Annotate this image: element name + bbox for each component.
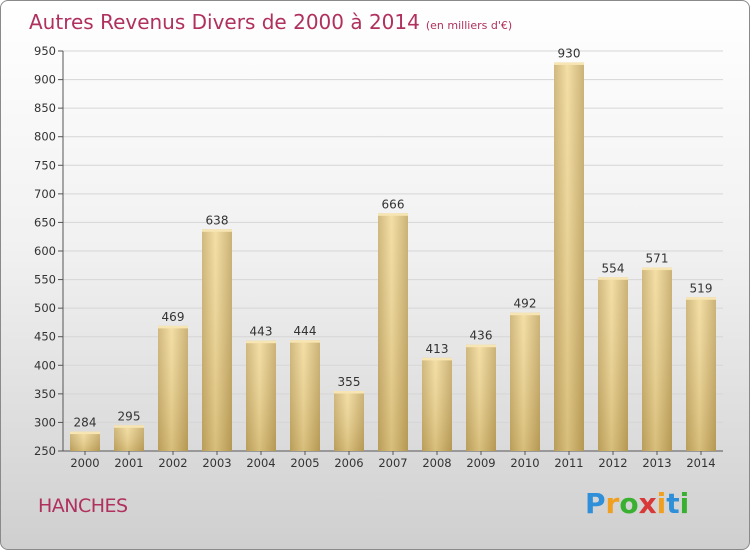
- bar-top: [70, 431, 100, 435]
- x-tick-label: 2008: [422, 456, 451, 470]
- bar-top: [466, 344, 496, 348]
- bar-top: [158, 325, 188, 329]
- data-label: 554: [602, 261, 625, 275]
- x-tick-label: 2012: [598, 456, 627, 470]
- x-tick-label: 2003: [202, 456, 231, 470]
- y-tick-label: 400: [34, 358, 56, 372]
- bar-shade: [554, 62, 584, 452]
- bar-top: [686, 297, 716, 300]
- bar-shade: [510, 312, 540, 451]
- data-label: 666: [382, 197, 405, 211]
- data-label: 930: [558, 46, 581, 60]
- data-label: 571: [646, 252, 669, 266]
- bar-top: [378, 213, 408, 216]
- logo-letter: i: [679, 487, 690, 520]
- data-labels: 284 295 469 638 443 444 355 666 413 436 492 930 554 5…: [74, 46, 713, 429]
- x-tick-label: 2005: [290, 456, 319, 470]
- data-label: 638: [206, 213, 229, 227]
- x-tick-label: 2000: [70, 456, 99, 470]
- bar-top: [598, 277, 628, 280]
- y-tick-label: 750: [34, 158, 56, 172]
- data-label: 519: [690, 281, 713, 295]
- y-tick-label: 600: [34, 244, 56, 258]
- bar-top: [422, 357, 452, 361]
- y-tick-label: 350: [34, 387, 56, 401]
- commune-name: HANCHES: [38, 495, 128, 517]
- y-tick-label: 700: [34, 187, 56, 201]
- bar-shade: [466, 344, 496, 451]
- x-tick-label: 2009: [466, 456, 495, 470]
- data-label: 413: [426, 342, 449, 356]
- bar-top: [642, 267, 672, 271]
- x-tick-label: 2004: [246, 456, 275, 470]
- bar-shade: [290, 340, 320, 451]
- data-label: 443: [250, 325, 273, 339]
- bar-shade: [246, 340, 276, 451]
- bar-top: [202, 229, 232, 232]
- bar-shade: [422, 357, 452, 451]
- y-tick-label: 550: [34, 273, 56, 287]
- data-label: 295: [118, 409, 141, 423]
- bar-shade: [598, 277, 628, 451]
- x-tick-label: 2001: [114, 456, 143, 470]
- y-tick-label: 650: [34, 215, 56, 229]
- logo-letter: o: [619, 487, 639, 520]
- data-label: 444: [294, 324, 317, 338]
- bar-shade: [686, 297, 716, 451]
- proxiti-logo[interactable]: Proxiti: [585, 487, 689, 520]
- logo-letter: t: [666, 487, 680, 520]
- chart-title-block: Autres Revenus Divers de 2000 à 2014 (en …: [29, 10, 512, 34]
- bar-shade: [378, 213, 408, 451]
- bar-top: [114, 425, 144, 428]
- x-tick-label: 2013: [642, 456, 671, 470]
- bar-top: [554, 62, 584, 65]
- bar-shade: [70, 431, 100, 451]
- logo-letter: x: [638, 487, 657, 520]
- chart-title: Autres Revenus Divers de 2000 à 2014: [29, 10, 420, 34]
- y-tick-label: 950: [34, 44, 56, 58]
- data-label: 469: [162, 310, 185, 324]
- logo-letter: r: [605, 487, 620, 520]
- y-tick-label: 800: [34, 130, 56, 144]
- data-label: 492: [514, 297, 537, 311]
- logo-letter: P: [585, 487, 606, 520]
- bar-top: [246, 340, 276, 344]
- x-tick-label: 2002: [158, 456, 187, 470]
- y-tick-label: 450: [34, 330, 56, 344]
- bar-shade: [202, 229, 232, 451]
- bar-shade: [158, 325, 188, 451]
- x-tick-label: 2011: [554, 456, 583, 470]
- bar-top: [290, 340, 320, 343]
- data-label: 355: [338, 375, 361, 389]
- bar-top: [334, 391, 364, 394]
- bar-shade: [334, 391, 364, 451]
- y-tick-label: 300: [34, 415, 56, 429]
- bar-shade: [114, 425, 144, 451]
- data-label: 284: [74, 416, 97, 430]
- y-tick-label: 250: [34, 444, 56, 458]
- x-tick-label: 2006: [334, 456, 363, 470]
- x-tick-label: 2007: [378, 456, 407, 470]
- bars: [70, 62, 716, 452]
- y-tick-label: 500: [34, 301, 56, 315]
- bar-shade: [642, 267, 672, 451]
- chart-subtitle: (en milliers d'€): [425, 19, 513, 32]
- bar-top: [510, 312, 540, 316]
- y-tick-label: 900: [34, 73, 56, 87]
- y-tick-label: 850: [34, 101, 56, 115]
- x-tick-label: 2010: [510, 456, 539, 470]
- data-label: 436: [470, 329, 493, 343]
- logo-letter: i: [656, 487, 667, 520]
- x-tick-label: 2014: [686, 456, 715, 470]
